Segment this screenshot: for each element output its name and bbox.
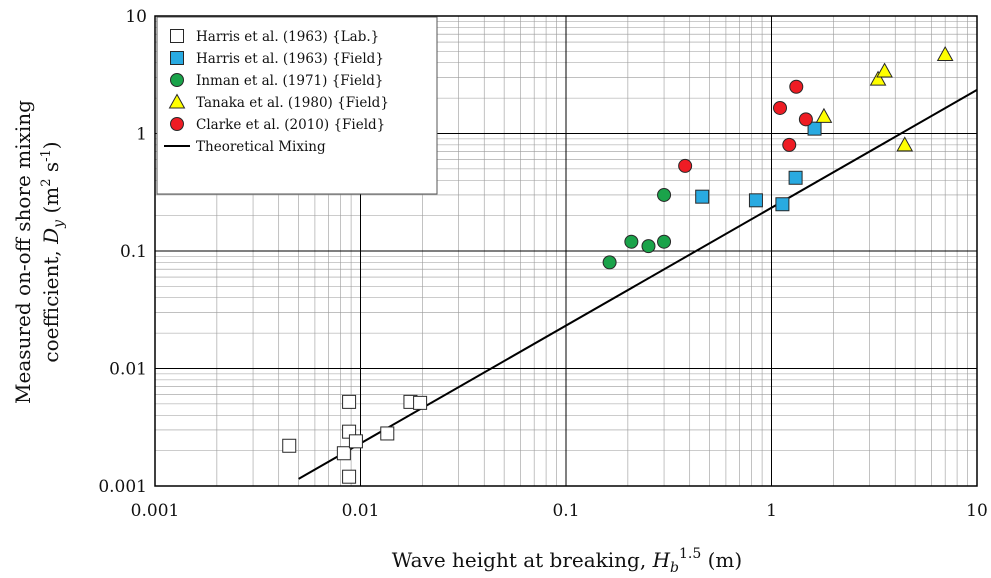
data-point-series-4 [896, 136, 914, 152]
data-point-series-5 [678, 158, 693, 173]
data-point-series-3 [624, 234, 639, 249]
data-point-series-3 [602, 255, 617, 270]
y-tick-label: 10 [125, 7, 147, 27]
data-point-series-5 [773, 100, 788, 115]
data-point-series-2 [695, 189, 710, 204]
x-tick-label: 0.001 [131, 501, 180, 521]
plot-area-frame [154, 15, 978, 487]
y-tick-label: 0.01 [109, 360, 147, 380]
legend-entry: Clarke et al. (2010) {Field} [170, 117, 385, 133]
data-points [282, 45, 954, 484]
y-axis-tick-labels: 0.001 0.01 0.1 1 10 [98, 7, 147, 497]
legend-marker [170, 29, 184, 43]
y-axis-label: Measured on-off shore mixing coefficient… [11, 100, 67, 404]
data-point-series-5 [798, 112, 813, 127]
legend-label: Harris et al. (1963) {Field} [196, 51, 384, 67]
x-tick-label: 1 [766, 501, 777, 521]
data-point-series-4 [876, 62, 893, 78]
x-axis-label: Wave height at breaking, Hb1.5 (m) [392, 546, 742, 576]
x-tick-label: 0.1 [552, 501, 579, 521]
legend-label: Theoretical Mixing [196, 139, 326, 155]
legend-box [156, 16, 438, 195]
data-point-series-1 [380, 426, 395, 441]
legend-entry: Inman et al. (1971) {Field} [170, 73, 384, 89]
y-tick-label: 0.001 [98, 477, 147, 497]
data-point-series-3 [657, 187, 672, 202]
data-point-series-2 [807, 121, 822, 136]
data-point-series-1 [342, 469, 357, 484]
legend-marker [170, 51, 184, 65]
data-point-series-5 [789, 79, 804, 94]
y-tick-label: 1 [136, 125, 147, 145]
legend-entry: Tanaka et al. (1980) {Field} [168, 93, 389, 111]
theoretical-mixing-line-path [298, 89, 978, 480]
theoretical-mixing-line [298, 89, 978, 480]
data-point-series-5 [782, 137, 797, 152]
x-tick-label: 0.01 [342, 501, 380, 521]
legend-label: Tanaka et al. (1980) {Field} [196, 95, 389, 111]
legend-label: Clarke et al. (2010) {Field} [196, 117, 385, 133]
data-point-series-3 [641, 239, 656, 254]
data-point-series-4 [869, 70, 887, 86]
legend-label: Inman et al. (1971) {Field} [196, 73, 384, 89]
legend-entry: Harris et al. (1963) {Lab.} [170, 29, 379, 45]
data-point-series-1 [348, 434, 363, 449]
legend-marker [170, 73, 184, 87]
y-axis-label-line1: Measured on-off shore mixing [11, 100, 35, 404]
x-tick-label: 10 [966, 501, 988, 521]
data-point-series-1 [413, 395, 428, 410]
y-axis-label-line2: coefficient, Dy (m2 s-1) [39, 141, 67, 362]
legend: Harris et al. (1963) {Lab.} Harris et al.… [156, 16, 438, 195]
legend-label: Harris et al. (1963) {Lab.} [196, 29, 379, 45]
legend-entry: Theoretical Mixing [164, 139, 326, 155]
data-point-series-2 [748, 193, 763, 208]
legend-marker [170, 117, 184, 131]
data-point-series-4 [815, 107, 833, 123]
data-point-series-1 [342, 394, 357, 409]
data-point-series-3 [657, 234, 672, 249]
legend-marker [168, 93, 186, 109]
data-point-series-4 [936, 45, 954, 62]
y-tick-label: 0.1 [120, 242, 147, 262]
data-point-series-1 [336, 446, 351, 461]
data-point-series-2 [788, 170, 803, 185]
data-point-series-1 [282, 438, 297, 453]
legend-entry: Harris et al. (1963) {Field} [170, 51, 384, 67]
x-axis-tick-labels: 0.001 0.01 0.1 1 10 [131, 501, 988, 521]
data-point-series-2 [775, 197, 790, 212]
